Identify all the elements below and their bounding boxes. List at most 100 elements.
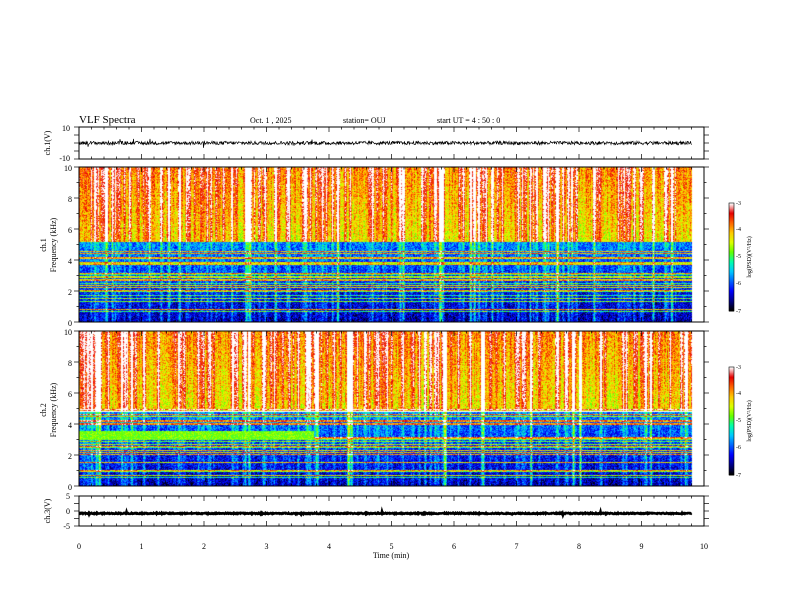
- ch2-spectrogram-colorbar-cell: [729, 457, 734, 459]
- ch2-spectrogram-colorbar-cell: [729, 389, 734, 392]
- ch2-spectrogram-colorbar-cell: [729, 443, 734, 446]
- ch2-spectrogram-colorbar-cell: [729, 367, 734, 369]
- ch2-spectrogram-colorbar-cell: [729, 467, 734, 470]
- ch2-spectrogram-colorbar-cell: [729, 448, 734, 451]
- ch2-spectrogram-colorbar-cell: [729, 407, 734, 410]
- ch1-spectrogram-colorbar-cell: [729, 217, 734, 220]
- start-ut-label: start UT = 4 : 50 : 0: [437, 116, 500, 125]
- ch1-spectrogram-colorbar-cell: [729, 257, 734, 259]
- ch1-spectrogram-colorbar-cell: [729, 284, 734, 287]
- ch1-spectrogram-colorbar-cell: [729, 293, 734, 295]
- ch2-spectrogram-colorbar-cell: [729, 451, 734, 453]
- ch2-spectrogram-colorbar-cell: [729, 464, 734, 466]
- ch2-spectrogram-colorbar-cell: [729, 406, 734, 409]
- ch2-spectrogram-colorbar-cell: [729, 437, 734, 440]
- ch1-spectrogram-colorbar-cell: [729, 243, 734, 246]
- ch1-spectrogram-colorbar-cell: [729, 300, 734, 302]
- ch1-spectrogram-colorbar-cell: [729, 260, 734, 263]
- ch1-spectrogram-colorbar-cell: [729, 267, 734, 270]
- ch2-spectrogram-colorbar-cell: [729, 377, 734, 380]
- ch1-spectrogram-colorbar-cell: [729, 221, 734, 223]
- ch2-spectrogram-colorbar-cell: [729, 469, 734, 471]
- ch1-spectrogram-colorbar-cell: [729, 254, 734, 257]
- ch2-spectrogram-colorbar-cell: [729, 466, 734, 469]
- spec2-ytick-0: 0: [68, 483, 72, 492]
- ch2-spectrogram-colorbar-cell: [729, 454, 734, 457]
- ch1-spectrogram-colorbar-cell: [729, 203, 734, 205]
- ch1-spectrogram-colorbar-cell: [729, 285, 734, 288]
- ch1-spectrogram-colorbar-cell: [729, 271, 734, 274]
- ch2-spectrogram-colorbar-cell: [729, 429, 734, 432]
- ch2-spectrogram-colorbar-cell: [729, 393, 734, 396]
- ch1-spectrogram-colorbar-cell: [729, 237, 734, 240]
- ch2-spectrogram-colorbar-cell: [729, 386, 734, 388]
- cb2-tick-neg6: -6: [736, 445, 741, 451]
- x-tick-label-7: 7: [515, 542, 519, 551]
- x-tick-label-10: 10: [700, 542, 708, 551]
- ch1-spectrogram-colorbar-cell: [729, 251, 734, 253]
- ch2-spectrogram-colorbar-cell: [729, 369, 734, 372]
- x-tick-labels: 0 1 2 3 4 5 6 7 8 9 10: [77, 542, 708, 551]
- ch1-spectrogram-colorbar-cell: [729, 253, 734, 256]
- ch2-spectrogram-colorbar-cell: [729, 471, 734, 474]
- ch2-spectrogram-colorbar-cell: [729, 381, 734, 384]
- x-tick-label-2: 2: [202, 542, 206, 551]
- spec2-ytick-10: 10: [64, 328, 72, 337]
- ch1-spectrogram-colorbar-cell: [729, 245, 734, 247]
- x-tick-label-6: 6: [452, 542, 456, 551]
- ch1-spectrogram-colorbar-cell: [729, 282, 734, 284]
- ch2-spectrogram-colorbar-cell: [729, 371, 734, 374]
- ch1-spectrogram-colorbar-cell: [729, 261, 734, 264]
- ch2-spectrogram-colorbar-cell: [729, 418, 734, 421]
- ch2-spectrogram-colorbar-cell: [729, 423, 734, 426]
- x-tick-label-3: 3: [265, 542, 269, 551]
- ch2-spectrogram-colorbar-cell: [729, 430, 734, 433]
- ch2-spectrogram-colorbar-cell: [729, 387, 734, 390]
- ch1-spectrogram-colorbar-cell: [729, 240, 734, 242]
- ch1-spectrogram-colorbar-cell: [729, 219, 734, 222]
- ch2-spectrogram-colorbar-cell: [729, 373, 734, 375]
- ch2-spectrogram-colorbar-cell: [729, 465, 734, 468]
- cb2-tick-neg3: -3: [736, 365, 741, 371]
- ch1-spectrogram-colorbar-cell: [729, 295, 734, 298]
- ch2-spectrogram-colorbar-cell: [729, 404, 734, 406]
- ch1-spectrogram-colorbar-cell: [729, 263, 734, 265]
- cb1-tick-neg5: -5: [736, 254, 741, 260]
- ch1-spectrogram-colorbar-cell: [729, 290, 734, 293]
- ch2-spectrogram-colorbar-cell: [729, 427, 734, 429]
- ch1-spectrogram-colorbar-cell: [729, 291, 734, 294]
- chart-title: VLF Spectra: [79, 114, 136, 126]
- colorbar-1-label: log(PSD)(V²/Hz): [746, 236, 753, 277]
- ch1-spectrogram-colorbar-cell: [729, 277, 734, 280]
- ch1-spectrogram-colorbar-cell: [729, 275, 734, 277]
- ch1-spectrogram-colorbar-cell: [729, 233, 734, 235]
- ch1-spectrogram-colorbar-cell: [729, 278, 734, 281]
- ch2-spectrogram-colorbar-cell: [729, 449, 734, 452]
- ch1-spectrogram-colorbar-cell: [729, 209, 734, 211]
- ch1-spectrogram-colorbar-cell: [729, 289, 734, 292]
- ch1-spec-ylabel-channel: ch.1: [39, 238, 48, 252]
- ch2-spectrogram-colorbar-cell: [729, 395, 734, 398]
- x-axis-label: Time (min): [373, 551, 410, 560]
- ch2-spectrogram-colorbar-cell: [729, 388, 734, 391]
- ch1-spectrogram-colorbar-cell: [729, 287, 734, 289]
- ch1-spectrogram-colorbar-cell: [729, 231, 734, 234]
- ch2-spectrogram-colorbar-cell: [729, 461, 734, 464]
- ch2-spectrogram-colorbar-cell: [729, 400, 734, 403]
- ch2-spectrogram-colorbar-cell: [729, 376, 734, 379]
- ch2-spectrogram-colorbar-cell: [729, 403, 734, 405]
- ch1-spectrogram-colorbar-cell: [729, 265, 734, 268]
- x-tick-label-4: 4: [327, 542, 331, 551]
- ch1-spectrogram-colorbar-cell: [729, 205, 734, 208]
- ch1-spec-yticks: 10 8 6 4 2 0: [64, 164, 72, 328]
- ch2-spectrogram-colorbar-cell: [729, 425, 734, 428]
- ch2-spectrogram-colorbar-cell: [729, 428, 734, 430]
- ch2-spectrogram-colorbar-cell: [729, 375, 734, 378]
- ch1-spectrogram-colorbar-cell: [729, 276, 734, 278]
- ch1-spectrogram-colorbar-cell: [729, 307, 734, 310]
- ch2-spectrogram-colorbar-cell: [729, 374, 734, 376]
- ch1-spectrogram-colorbar-frame: [728, 202, 735, 312]
- ch1-spectrogram-colorbar-cell: [729, 215, 734, 217]
- ch2-spectrogram-colorbar-cell: [729, 385, 734, 387]
- cb1-tick-neg4: -4: [736, 227, 741, 233]
